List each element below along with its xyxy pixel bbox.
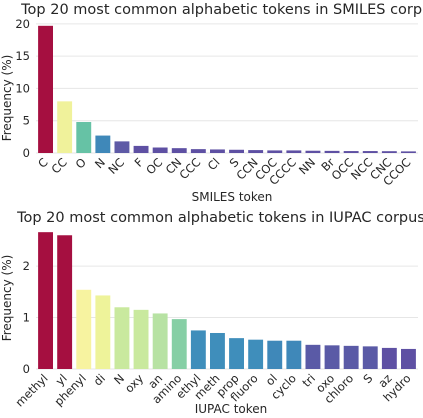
bar [401,151,416,153]
y-tick-label: 5 [23,114,30,128]
bar [267,340,283,369]
bar [38,25,53,153]
bar [38,232,53,369]
bar [267,150,283,153]
bar [343,151,359,153]
y-tick-label: 0 [23,362,30,376]
bar [286,150,302,153]
iupac-chart: Top 20 most common alphabetic tokens in … [0,210,423,416]
bar [95,135,111,153]
bar [210,332,225,369]
bar [324,345,340,369]
gridlines [36,23,418,154]
y-ticks: 0 1 2 [23,259,30,376]
x-axis-label: IUPAC token [195,402,268,416]
y-axis-label: Frequency (%) [0,255,14,342]
x-tick-label: N [92,155,108,171]
bar [362,346,378,369]
chart-title: Top 20 most common alphabetic tokens in … [20,2,423,18]
y-tick-label: 2 [23,259,30,273]
x-tick-label: CC [49,155,70,176]
bars [38,25,416,153]
y-ticks: 0 5 10 15 20 [15,17,30,160]
bar [248,339,264,369]
bar [114,141,130,153]
bar [229,149,244,153]
y-tick-label: 15 [15,49,30,63]
y-tick-label: 1 [23,311,30,325]
bar [229,338,244,369]
bar [305,344,321,369]
bar [114,307,130,369]
y-axis-label: Frequency (%) [0,55,14,142]
x-tick-label: methyl [12,371,50,409]
x-tick-label: NC [105,155,127,177]
x-tick-label: CCC [177,155,204,182]
bar [76,122,92,153]
bar [171,148,187,153]
bar [210,149,225,153]
gridlines [36,265,418,370]
bar [190,330,206,369]
x-tick-label: di [91,371,108,388]
bar [343,345,359,369]
bar [76,289,92,369]
bar [190,149,206,153]
bar [381,347,397,369]
bar [381,151,397,153]
bar [362,151,378,153]
bar [401,348,416,369]
y-tick-label: 10 [15,81,30,95]
bar [57,101,73,153]
bar [133,145,149,153]
y-tick-label: 20 [15,17,30,31]
bar [286,340,302,369]
bar [171,319,187,369]
bar [152,147,168,153]
x-tick-label: NN [296,155,318,177]
chart-title: Top 20 most common alphabetic tokens in … [16,210,423,226]
x-tick-label: OC [143,155,165,177]
x-axis-label: SMILES token [192,190,273,204]
bar [248,150,264,153]
bar [152,313,168,369]
bar [57,235,73,369]
x-tick-label: Cl [205,155,223,173]
bar [305,150,321,153]
smiles-chart: Top 20 most common alphabetic tokens in … [0,2,423,204]
x-tick-label: O [73,155,89,171]
x-tick-label: oxy [122,371,146,395]
bars [38,232,416,369]
y-tick-label: 0 [23,146,30,160]
bar [133,309,149,369]
bar [324,150,340,153]
bar [95,295,111,369]
x-tick-label: C [35,155,51,171]
x-tick-label: S [360,371,375,386]
